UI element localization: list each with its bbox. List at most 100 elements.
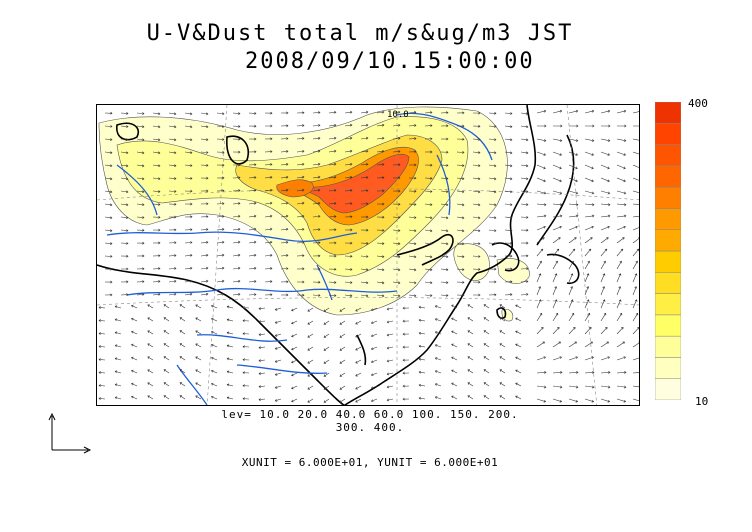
wind-vector-head <box>526 254 529 258</box>
wind-vector-head <box>592 214 595 218</box>
wind-vector <box>600 286 605 296</box>
wind-vector-head <box>515 317 518 321</box>
wind-vector <box>456 268 464 270</box>
wind-vector-head <box>195 330 198 333</box>
wind-vector-head <box>510 125 513 129</box>
wind-vector-head <box>238 214 241 218</box>
wind-vector <box>312 189 320 192</box>
wind-vector <box>600 190 610 194</box>
wind-vector <box>392 229 400 232</box>
wind-vector <box>168 267 176 270</box>
wind-vector-head <box>414 255 417 259</box>
wind-vector-head <box>494 267 497 271</box>
wind-vector-head <box>302 111 305 115</box>
wind-vector-field <box>98 109 640 403</box>
wind-vector-head <box>238 266 241 270</box>
wind-vector-head <box>190 189 193 193</box>
wind-vector-head <box>238 240 241 244</box>
wind-vector-head <box>386 398 390 402</box>
wind-vector-head <box>98 371 101 374</box>
wind-vector <box>291 398 298 402</box>
wind-vector <box>147 382 154 387</box>
wind-vector <box>147 330 154 335</box>
wind-vector-head <box>334 228 337 232</box>
wind-vector-head <box>366 136 369 140</box>
wind-vector <box>435 305 442 309</box>
wind-vector-head <box>286 162 289 166</box>
wind-vector <box>456 151 465 153</box>
wind-vector <box>360 177 368 179</box>
wind-vector <box>227 306 234 309</box>
wind-vector <box>104 164 112 167</box>
wind-vector-head <box>570 286 574 289</box>
wind-vector <box>440 190 448 193</box>
wind-vector-head <box>254 124 257 128</box>
wind-vector-head <box>238 227 241 231</box>
wind-vector-head <box>557 327 560 330</box>
wind-vector <box>339 333 346 338</box>
wind-vector-head <box>382 294 385 298</box>
wind-vector <box>552 151 562 156</box>
wind-vector-head <box>418 357 422 361</box>
wind-vector-head <box>318 111 321 114</box>
wind-vector-head <box>386 346 390 350</box>
wind-vector-head <box>206 240 209 244</box>
wind-vector-head <box>560 385 563 389</box>
wind-vector <box>435 370 442 374</box>
wind-vector-head <box>604 248 608 252</box>
wind-vector-head <box>559 356 563 359</box>
wind-vector <box>344 203 353 205</box>
wind-vector-head <box>242 306 245 310</box>
wind-vector-head <box>526 292 529 296</box>
wind-vector <box>184 112 192 115</box>
wind-vector-head <box>526 112 529 116</box>
wind-vector-head <box>350 149 353 153</box>
wind-vector <box>323 320 330 325</box>
wind-vector <box>131 318 138 322</box>
wind-vector <box>360 268 368 271</box>
wind-vector <box>291 346 298 350</box>
wind-vector-head <box>366 241 369 245</box>
wind-vector <box>184 138 192 141</box>
wind-vector-head <box>307 309 310 312</box>
wind-vector <box>115 345 122 348</box>
wind-vector-head <box>286 188 289 192</box>
wind-vector <box>232 293 240 296</box>
wind-vector-head <box>370 386 374 390</box>
wind-vector <box>392 281 400 284</box>
wind-vector-head <box>270 188 273 192</box>
wind-vector <box>115 397 122 400</box>
wind-vector <box>552 327 560 335</box>
wind-vector-head <box>386 307 390 311</box>
wind-vector-head <box>222 176 225 180</box>
wind-vector <box>98 398 106 400</box>
wind-vector-head <box>222 279 225 283</box>
wind-vector <box>467 369 474 374</box>
wind-vector-head <box>163 330 167 333</box>
wind-vector <box>424 255 432 258</box>
wind-vector <box>552 164 562 169</box>
wind-vector <box>568 248 576 257</box>
wind-vector <box>568 138 578 142</box>
wind-vector <box>536 341 545 348</box>
wind-vector <box>456 164 464 166</box>
wind-vector-head <box>510 216 513 219</box>
wind-vector-head <box>190 202 193 206</box>
wind-vector <box>360 150 368 153</box>
wind-vector <box>472 229 480 232</box>
wind-vector <box>552 190 562 194</box>
wind-vector-head <box>206 292 209 296</box>
wind-vector <box>211 318 218 322</box>
wind-vector <box>216 254 224 257</box>
wind-vector <box>120 177 128 180</box>
wind-vector-head <box>382 215 385 219</box>
wind-vector-head <box>126 280 129 284</box>
wind-vector <box>264 281 273 283</box>
wind-vector <box>323 359 330 364</box>
map-canvas: 10.0 <box>97 105 640 405</box>
wind-vector-head <box>639 167 640 169</box>
wind-vector <box>483 330 490 335</box>
wind-vector-head <box>131 304 134 308</box>
wind-vector-head <box>462 111 465 115</box>
wind-vector-head <box>462 229 465 233</box>
